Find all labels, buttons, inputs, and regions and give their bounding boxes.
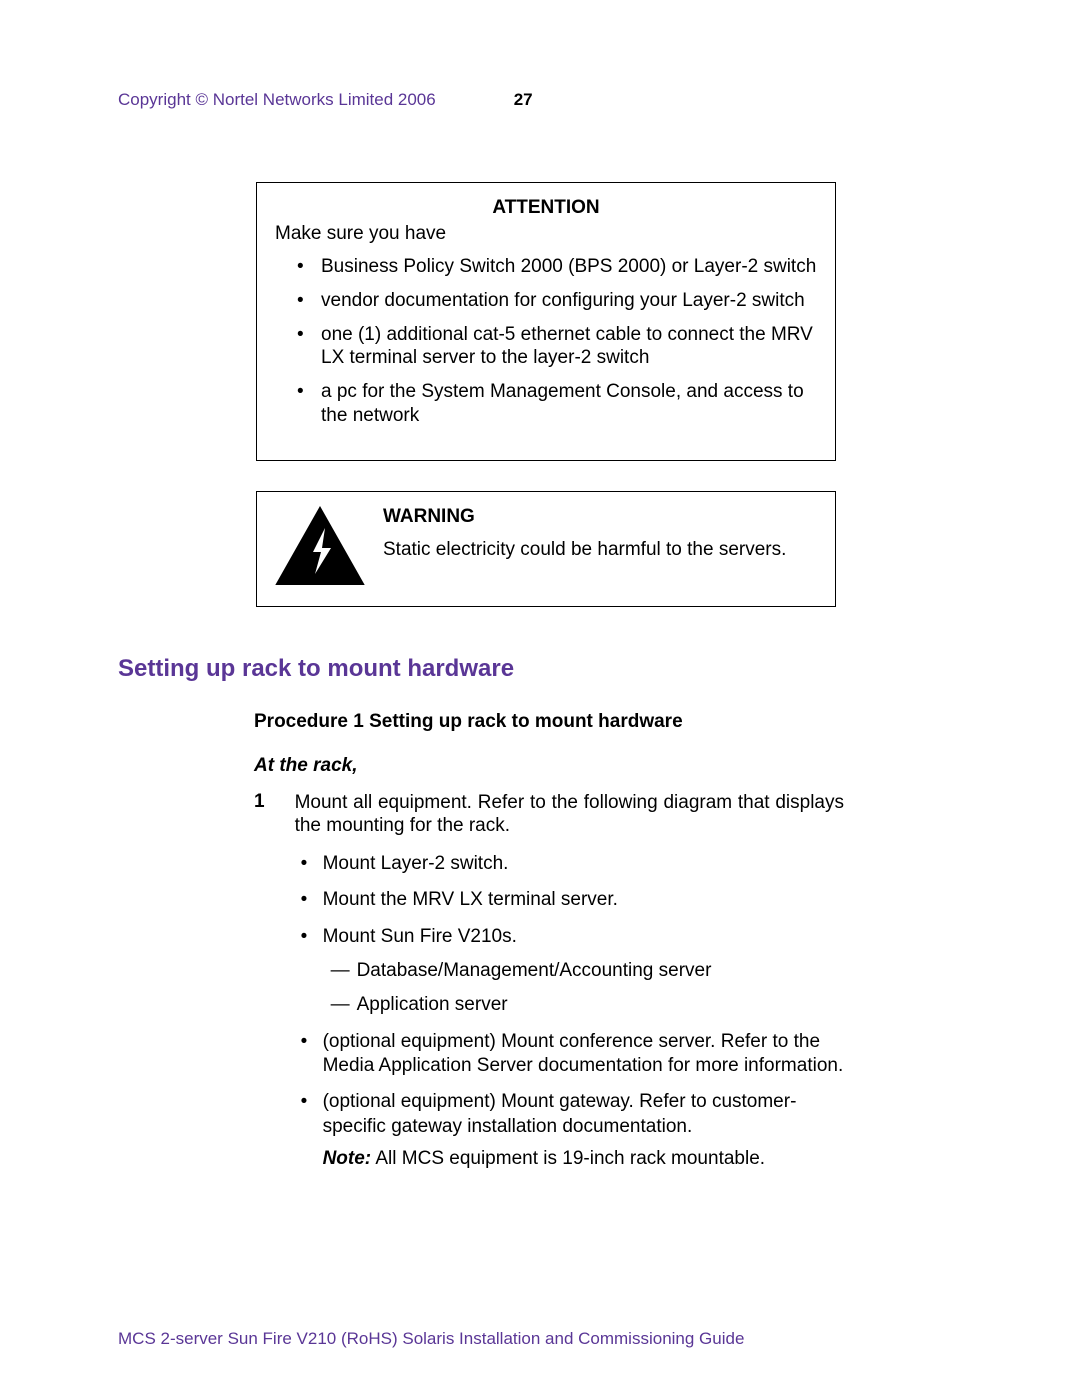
procedure-block: Procedure 1 Setting up rack to mount har… (254, 711, 844, 1184)
section-heading: Setting up rack to mount hardware (118, 655, 962, 683)
sub-sub-list: Database/Management/Accounting server Ap… (323, 959, 844, 1018)
substep-text: (optional equipment) Mount gateway. Refe… (323, 1091, 797, 1136)
attention-item: Business Policy Switch 2000 (BPS 2000) o… (297, 255, 817, 279)
sub-sub-item: Application server (323, 993, 844, 1017)
location-label: At the rack, (254, 755, 844, 777)
substep-text: Mount Sun Fire V210s. (323, 926, 517, 947)
warning-title: WARNING (383, 506, 817, 528)
step-number: 1 (254, 791, 265, 1184)
step-body: Mount all equipment. Refer to the follow… (295, 791, 844, 1184)
substep-item: Mount the MRV LX terminal server. (295, 888, 844, 912)
substep-item: Mount Layer-2 switch. (295, 852, 844, 876)
electrical-hazard-icon (275, 506, 365, 588)
page-footer: MCS 2-server Sun Fire V210 (RoHS) Solari… (118, 1329, 744, 1349)
copyright-text: Copyright © Nortel Networks Limited 2006 (118, 90, 436, 110)
step-sub-list: Mount Layer-2 switch. Mount the MRV LX t… (295, 852, 844, 1171)
page-number: 27 (514, 90, 533, 110)
attention-callout: ATTENTION Make sure you have Business Po… (256, 182, 836, 461)
attention-title: ATTENTION (275, 197, 817, 219)
attention-intro: Make sure you have (275, 223, 817, 245)
attention-item: a pc for the System Management Console, … (297, 380, 817, 428)
attention-item: vendor documentation for configuring you… (297, 289, 817, 313)
warning-body: Static electricity could be harmful to t… (383, 538, 817, 563)
attention-item: one (1) additional cat-5 ethernet cable … (297, 323, 817, 371)
attention-list: Business Policy Switch 2000 (BPS 2000) o… (275, 255, 817, 428)
note-line: Note: All MCS equipment is 19-inch rack … (323, 1147, 844, 1171)
warning-callout: WARNING Static electricity could be harm… (256, 491, 836, 607)
substep-item: Mount Sun Fire V210s. Database/Managemen… (295, 925, 844, 1018)
substep-item: (optional equipment) Mount gateway. Refe… (295, 1090, 844, 1171)
step-text: Mount all equipment. Refer to the follow… (295, 792, 844, 837)
procedure-title: Procedure 1 Setting up rack to mount har… (254, 711, 844, 733)
substep-item: (optional equipment) Mount conference se… (295, 1030, 844, 1079)
note-text: All MCS equipment is 19-inch rack mounta… (371, 1148, 765, 1169)
procedure-step: 1 Mount all equipment. Refer to the foll… (254, 791, 844, 1184)
page-content: Copyright © Nortel Networks Limited 2006… (118, 90, 962, 1183)
sub-sub-item: Database/Management/Accounting server (323, 959, 844, 983)
page-header: Copyright © Nortel Networks Limited 2006… (118, 90, 962, 110)
note-label: Note: (323, 1148, 372, 1169)
warning-text-block: WARNING Static electricity could be harm… (383, 506, 817, 588)
